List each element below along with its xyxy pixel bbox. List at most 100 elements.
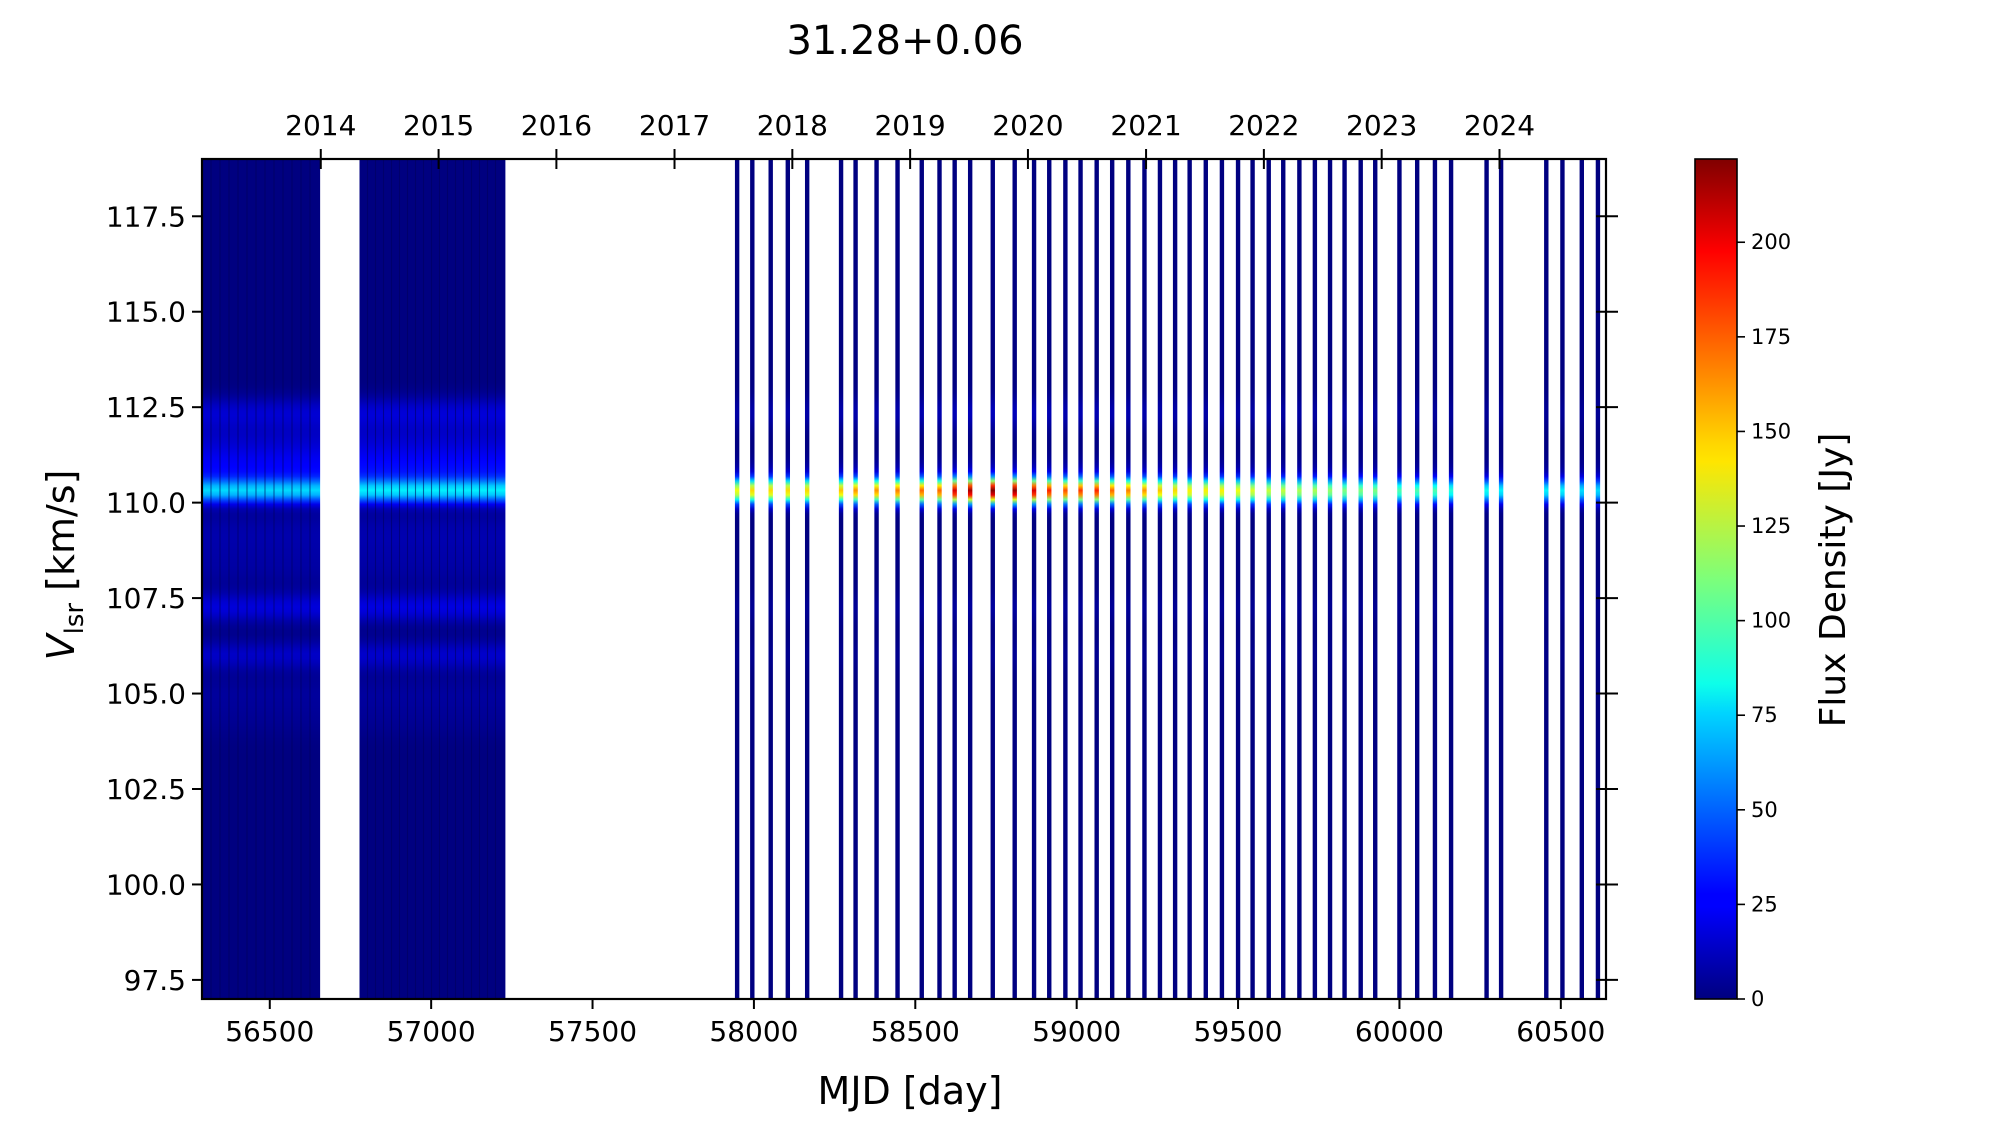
colorbar-tick-label: 200 xyxy=(1751,230,1791,254)
observation-column xyxy=(967,159,973,999)
observation-column xyxy=(1172,159,1178,999)
observation-column xyxy=(1373,159,1378,999)
observation-column xyxy=(990,159,995,999)
observation-column xyxy=(785,159,791,999)
observation-column xyxy=(1579,159,1584,999)
y-tick-label: 102.5 xyxy=(106,773,186,806)
top-tick-label: 2023 xyxy=(1346,109,1417,142)
observation-column xyxy=(1498,159,1504,999)
observation-column xyxy=(1109,159,1115,999)
y-tick-label: 100.0 xyxy=(106,868,186,901)
y-tick-label: 97.5 xyxy=(124,964,186,997)
observation-column xyxy=(919,159,924,999)
observation-column xyxy=(874,159,879,999)
observation-column xyxy=(1560,159,1565,999)
observation-column xyxy=(1142,159,1147,999)
observation-column xyxy=(1187,159,1192,999)
colorbar-tick-label: 0 xyxy=(1751,987,1764,1011)
observation-column xyxy=(734,159,740,999)
top-tick-label: 2016 xyxy=(521,109,592,142)
observation-column xyxy=(750,159,755,999)
observation-column xyxy=(1448,159,1454,999)
observation-column xyxy=(1342,159,1347,999)
observation-column xyxy=(1595,159,1601,999)
x-tick-label: 57000 xyxy=(387,1015,476,1048)
heatmap-block xyxy=(359,159,506,999)
y-axis: 97.5 100.0 102.5 105.0 107.5 110.0 112.5 115.0 1… xyxy=(106,200,1618,997)
x-axis-label: MJD [day] xyxy=(818,1069,1003,1113)
y-tick-label: 107.5 xyxy=(106,582,186,615)
observation-column xyxy=(952,159,957,999)
observation-column xyxy=(1047,159,1052,999)
colorbar-tick-label: 25 xyxy=(1751,892,1778,916)
observation-column xyxy=(1432,159,1438,999)
observation-column xyxy=(937,159,942,999)
observation-column xyxy=(838,159,844,999)
observation-column xyxy=(895,159,900,999)
chart-title: 31.28+0.06 xyxy=(786,18,1023,64)
colorbar-tick-label: 75 xyxy=(1751,703,1778,727)
observation-column xyxy=(1414,159,1420,999)
x-tick-label: 60500 xyxy=(1516,1015,1605,1048)
x-tick-label: 57500 xyxy=(548,1015,637,1048)
observation-column xyxy=(1297,159,1302,999)
x-tick-label: 56500 xyxy=(225,1015,314,1048)
plot-area xyxy=(202,159,1601,999)
colorbar-tick-label: 125 xyxy=(1751,514,1791,538)
observation-column xyxy=(1094,159,1099,999)
y-tick-label: 110.0 xyxy=(106,487,186,520)
y-tick-label: 117.5 xyxy=(106,200,186,233)
colorbar-tick-label: 50 xyxy=(1751,798,1778,822)
y-tick-label: 115.0 xyxy=(106,296,186,329)
observation-column xyxy=(1281,159,1286,999)
colorbar-tick-label: 175 xyxy=(1751,325,1791,349)
observation-column xyxy=(1157,159,1163,999)
observation-column xyxy=(1219,159,1225,999)
observation-column xyxy=(1126,159,1131,999)
x-axis: 56500 57000 57500 58000 58500 59000 59500 60000… xyxy=(225,999,1605,1048)
observation-column xyxy=(1031,159,1037,999)
observation-column xyxy=(1266,159,1271,999)
x-tick-label: 58000 xyxy=(709,1015,798,1048)
observation-column xyxy=(1544,159,1549,999)
observation-column xyxy=(1484,159,1489,999)
colorbar-tick-label: 100 xyxy=(1751,609,1791,633)
x-tick-label: 59500 xyxy=(1194,1015,1283,1048)
top-tick-label: 2021 xyxy=(1110,109,1181,142)
top-year-axis: 2014 2015 2016 2017 2018 2019 2020 2021 2022 2023… xyxy=(285,109,1535,169)
observation-column xyxy=(1250,159,1255,999)
observation-column xyxy=(1327,159,1333,999)
observation-column xyxy=(1203,159,1208,999)
top-tick-label: 2020 xyxy=(992,109,1063,142)
top-tick-label: 2014 xyxy=(285,109,356,142)
colorbar-tick-label: 150 xyxy=(1751,419,1791,443)
colorbar-axis: 0 25 50 75 100 125 150 175 200 xyxy=(1737,230,1791,1011)
observation-column xyxy=(1312,159,1318,999)
observation-column xyxy=(853,159,858,999)
y-axis-label: Vlsr [km/s] xyxy=(39,470,90,661)
x-tick-label: 58500 xyxy=(871,1015,960,1048)
y-tick-label: 112.5 xyxy=(106,391,186,424)
observation-column xyxy=(1358,159,1363,999)
top-tick-label: 2022 xyxy=(1228,109,1299,142)
observation-column xyxy=(1397,159,1402,999)
observation-column xyxy=(1235,159,1241,999)
top-tick-label: 2024 xyxy=(1464,109,1535,142)
top-tick-label: 2015 xyxy=(403,109,474,142)
observation-column xyxy=(1012,159,1017,999)
x-tick-label: 59000 xyxy=(1032,1015,1121,1048)
top-tick-label: 2017 xyxy=(639,109,710,142)
observation-column xyxy=(804,159,810,999)
top-tick-label: 2019 xyxy=(874,109,945,142)
heatmap-block xyxy=(202,159,321,999)
colorbar-label: Flux Density [Jy] xyxy=(1813,433,1854,728)
observation-column xyxy=(768,159,773,999)
plot-frame xyxy=(200,157,1608,1001)
y-tick-label: 105.0 xyxy=(106,678,186,711)
colorbar xyxy=(1694,158,1738,1000)
top-tick-label: 2018 xyxy=(757,109,828,142)
observation-column xyxy=(1063,159,1068,999)
x-tick-label: 60000 xyxy=(1355,1015,1444,1048)
observation-column xyxy=(1078,159,1083,999)
